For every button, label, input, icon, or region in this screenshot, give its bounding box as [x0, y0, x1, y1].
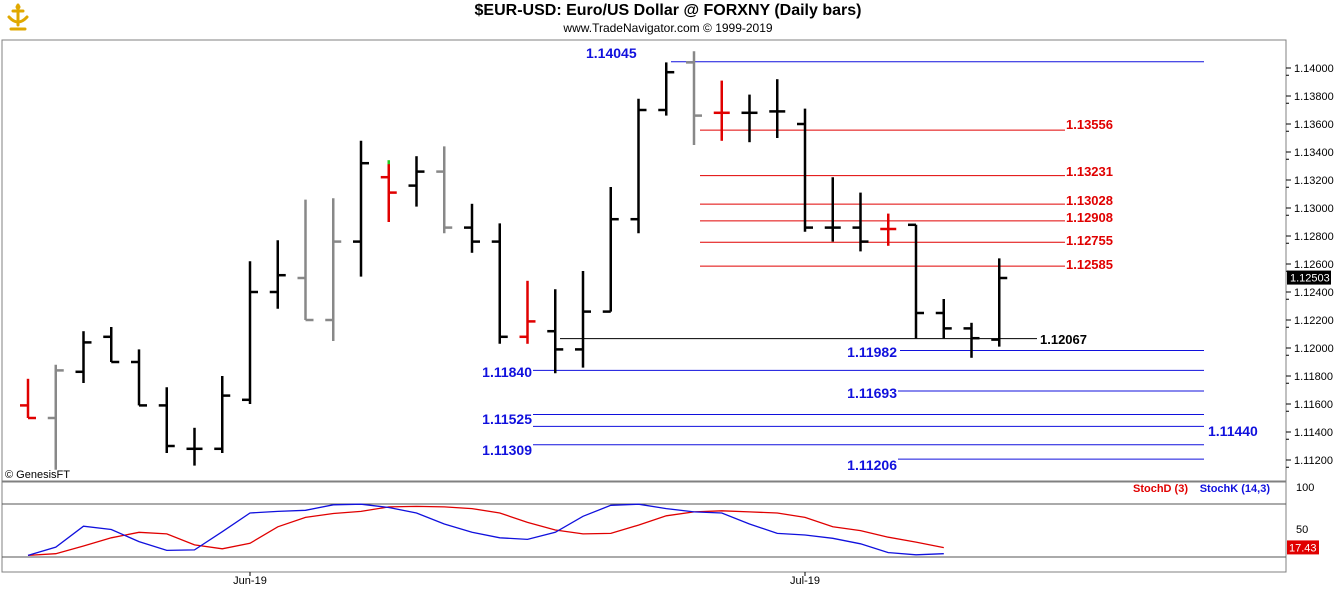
level-label: 1.14045: [586, 45, 637, 61]
last-price-label: 1.12503: [1290, 273, 1330, 285]
price-panel: [1, 39, 1287, 482]
genesis-logo-icon: [3, 3, 33, 33]
y-tick-label: 1.12200: [1294, 315, 1334, 327]
legend-stochk: StochK (14,3): [1200, 483, 1271, 495]
y-tick-label: 1.14000: [1294, 63, 1334, 75]
level-label: 1.11693: [847, 385, 897, 401]
level-label: 1.12585: [1066, 257, 1113, 272]
level-label: 1.11440: [1208, 423, 1258, 439]
level-label: 1.11525: [482, 411, 532, 427]
copyright-text: © GenesisFT: [5, 469, 70, 481]
y-tick-label: 1.12800: [1294, 231, 1334, 243]
y-tick-label: 1.11600: [1294, 399, 1333, 411]
level-label: 1.13231: [1066, 164, 1113, 179]
y-tick-label: 1.13200: [1294, 175, 1334, 187]
y-tick-label: 1.12600: [1294, 259, 1334, 271]
level-label: 1.11309: [482, 442, 532, 458]
stoch-tick-label: 100: [1296, 482, 1314, 494]
stochk-line: [27, 503, 944, 557]
chart-subtitle: www.TradeNavigator.com © 1999-2019: [563, 21, 773, 35]
level-label: 1.12067: [1040, 332, 1087, 347]
legend-stochd: StochD (3): [1133, 483, 1188, 495]
level-label: 1.11206: [847, 457, 897, 473]
stoch-last-box: [1287, 540, 1319, 555]
level-label: 1.11840: [482, 364, 532, 380]
y-tick-label: 1.11200: [1294, 455, 1333, 467]
y-tick-label: 1.13600: [1294, 119, 1334, 131]
x-tick-label: Jul-19: [790, 575, 820, 587]
y-tick-label: 1.12000: [1294, 343, 1334, 355]
y-tick-label: 1.13400: [1294, 147, 1334, 159]
level-label: 1.13028: [1066, 193, 1113, 208]
y-tick-label: 1.12400: [1294, 287, 1334, 299]
level-label: 1.13556: [1066, 117, 1113, 132]
y-tick-label: 1.11800: [1294, 371, 1333, 383]
level-label: 1.12908: [1066, 210, 1113, 225]
stochd-line: [27, 505, 944, 557]
y-tick-label: 1.13000: [1294, 203, 1334, 215]
stoch-last-label: 17.43: [1289, 542, 1317, 554]
level-label: 1.12755: [1066, 233, 1113, 248]
chart-title: $EUR-USD: Euro/US Dollar @ FORXNY (Daily…: [474, 2, 862, 19]
x-tick-label: Jun-19: [233, 575, 267, 587]
stochastic-panel: [1, 481, 1287, 573]
level-label: 1.11982: [847, 344, 897, 360]
stoch-tick-label: 50: [1296, 524, 1308, 536]
last-price-box: [1287, 270, 1331, 285]
y-tick-label: 1.13800: [1294, 91, 1334, 103]
y-tick-label: 1.11400: [1294, 427, 1333, 439]
